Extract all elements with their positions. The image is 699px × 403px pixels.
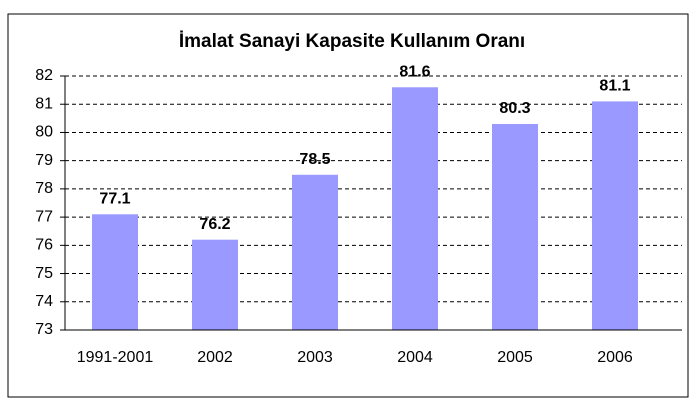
x-tick-label: 2005	[497, 349, 533, 366]
y-tick-label: 82	[35, 67, 53, 84]
x-tick-label: 2002	[197, 349, 233, 366]
y-tick-label: 79	[35, 152, 53, 169]
data-label: 76.2	[199, 216, 230, 233]
x-tick-label: 2004	[397, 349, 433, 366]
data-label: 81.6	[399, 64, 430, 81]
bar	[192, 239, 238, 330]
y-tick-label: 80	[35, 124, 53, 141]
y-tick-label: 74	[35, 293, 53, 310]
bar	[492, 123, 538, 330]
data-label: 78.5	[299, 151, 330, 168]
y-tick-label: 78	[35, 180, 53, 197]
x-tick-label: 1991-2001	[77, 349, 154, 366]
y-tick-label: 75	[35, 265, 53, 282]
bar	[592, 101, 638, 331]
data-label: 81.1	[599, 78, 630, 95]
y-tick-label: 81	[35, 95, 53, 112]
bar	[392, 87, 438, 331]
bar	[92, 214, 138, 330]
data-label: 80.3	[499, 100, 530, 117]
x-tick-label: 2003	[297, 349, 333, 366]
y-tick-label: 73	[35, 321, 53, 338]
y-tick-label: 76	[35, 237, 53, 254]
x-tick-label: 2006	[597, 349, 633, 366]
data-label: 77.1	[99, 191, 130, 208]
y-tick-label: 77	[35, 208, 53, 225]
chart-frame	[7, 13, 689, 398]
bar	[292, 174, 338, 330]
chart-title: İmalat Sanayi Kapasite Kullanım Oranı	[179, 31, 525, 52]
